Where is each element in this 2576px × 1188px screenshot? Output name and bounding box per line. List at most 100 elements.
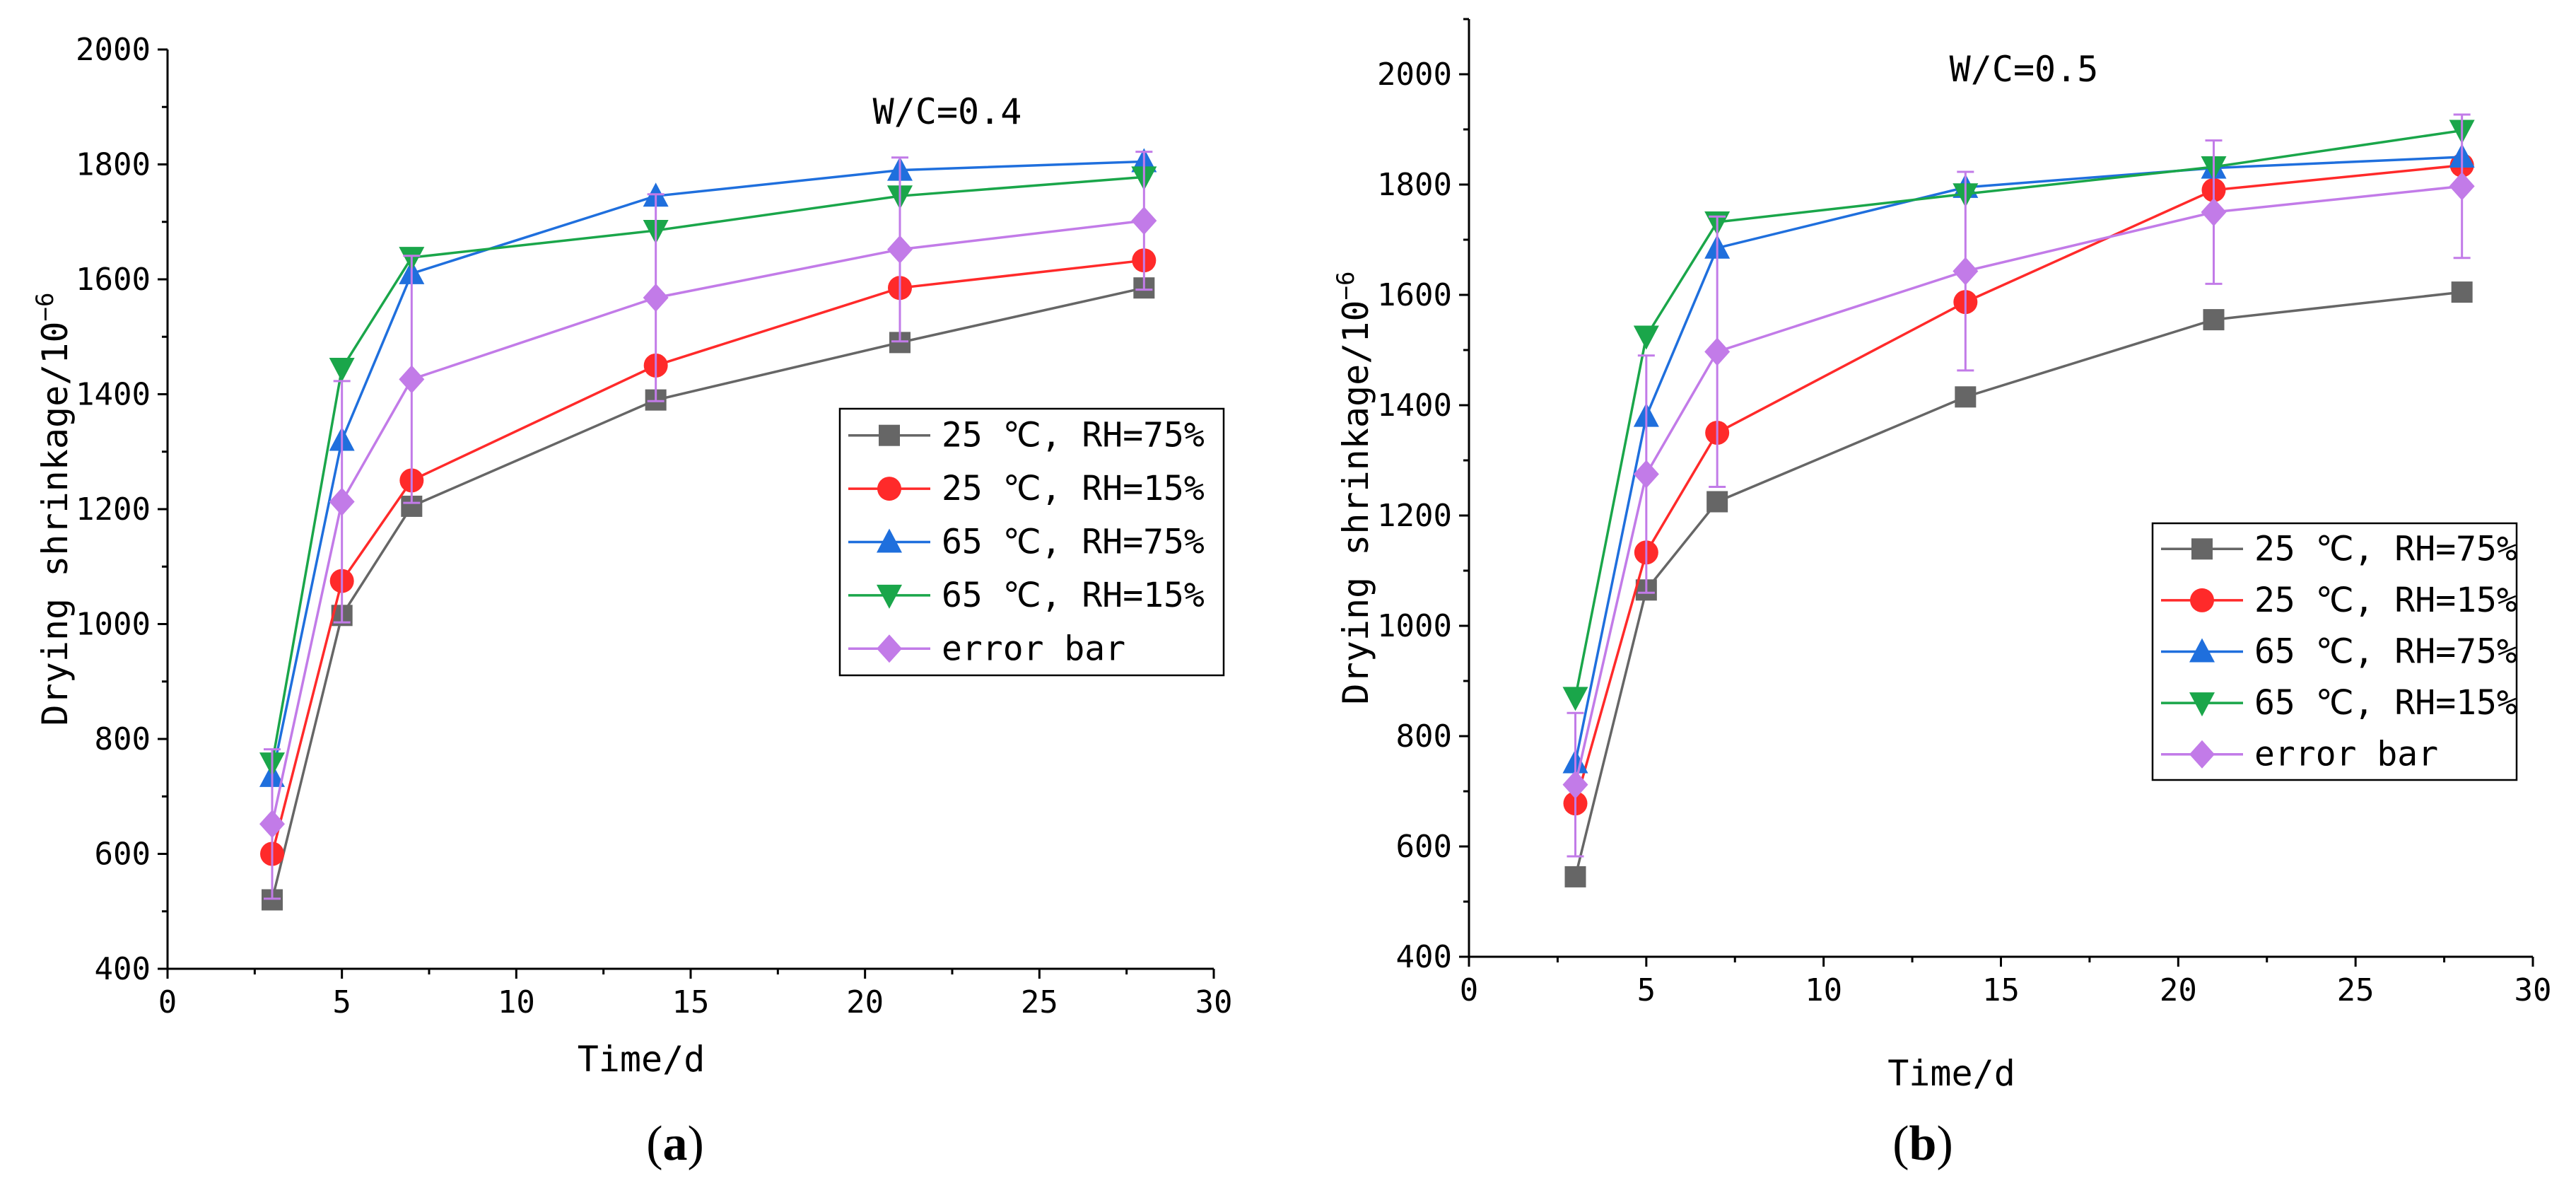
data-point	[1955, 386, 1977, 408]
data-point	[1562, 770, 1588, 799]
legend-label: error bar	[2254, 735, 2438, 774]
data-point	[329, 487, 355, 516]
data-point	[2203, 309, 2225, 331]
wc-ratio-annotation: W/C=0.5	[1950, 49, 2099, 90]
legend-label: 65 ℃, RH=15%	[2254, 683, 2517, 723]
series-line	[271, 259, 1144, 854]
data-point	[1633, 325, 1659, 350]
data-point	[1564, 866, 1586, 887]
x-tick-label: 10	[1805, 972, 1842, 1008]
x-tick-label: 25	[1021, 984, 1058, 1020]
legend-swatch-marker	[2190, 588, 2214, 612]
y-tick-label: 1000	[1377, 608, 1452, 644]
x-tick-label: 0	[158, 984, 177, 1020]
series-line	[1574, 163, 2462, 804]
data-point	[1562, 687, 1588, 711]
y-tick-label: 1400	[1377, 388, 1452, 424]
panel-label: (a)	[646, 1117, 704, 1171]
data-point	[259, 810, 285, 839]
data-point	[1131, 206, 1157, 235]
wc-ratio-annotation: W/C=0.4	[873, 91, 1022, 132]
legend-swatch-marker	[2191, 538, 2213, 560]
chart-panel-a: 0 5 10 15 20 25 30 400 600 800 1000 1200 1400 1600 180…	[31, 32, 1232, 1171]
legend-swatch-marker	[877, 634, 902, 663]
data-point	[887, 235, 913, 264]
panel-label: (b)	[1892, 1117, 1953, 1171]
x-tick-label: 20	[846, 984, 884, 1020]
legend-swatch-marker	[879, 424, 900, 446]
series-line	[271, 219, 1144, 825]
legend-label: 25 ℃, RH=15%	[942, 469, 1205, 508]
x-tick-label: 10	[498, 984, 535, 1020]
data-point	[2201, 198, 2227, 226]
data-point	[329, 357, 355, 382]
data-point	[1633, 460, 1659, 489]
legend-label: error bar	[942, 629, 1125, 668]
data-point	[643, 284, 669, 312]
series-line	[1574, 291, 2462, 878]
data-point	[2449, 172, 2475, 201]
legend-swatch-marker	[877, 584, 902, 609]
data-point	[1953, 257, 1979, 286]
y-tick-label: 1200	[1377, 498, 1452, 534]
y-tick-label: 400	[1396, 939, 1452, 975]
x-tick-label: 15	[1982, 972, 2020, 1008]
y-tick-label: 1800	[1377, 167, 1452, 203]
x-axis-title: Time/d	[1887, 1053, 2015, 1094]
x-axis-title: Time/d	[578, 1039, 706, 1080]
y-tick-label: 1600	[76, 262, 151, 298]
series-line	[271, 160, 1144, 777]
series-line	[1574, 129, 2462, 698]
y-axis-title: Drying shrinkage/10−6	[31, 293, 76, 726]
series-4	[259, 151, 1157, 900]
y-axis-title-text: Drying shrinkage/10	[35, 322, 76, 726]
y-tick-label: 2000	[1377, 57, 1452, 93]
y-tick-label: 1800	[76, 147, 151, 183]
data-point	[1706, 491, 1728, 513]
x-tick-label: 15	[672, 984, 710, 1020]
series-line	[271, 286, 1144, 900]
y-tick-label: 400	[95, 951, 151, 987]
legend-swatch-marker	[877, 477, 901, 501]
data-point	[399, 365, 425, 394]
legend-swatch-marker	[2189, 638, 2215, 663]
y-tick-label: 800	[1396, 718, 1452, 755]
legend-label: 65 ℃, RH=75%	[2254, 632, 2517, 672]
legend-swatch-marker	[877, 528, 902, 553]
legend: 25 ℃, RH=75% 25 ℃, RH=15% 65 ℃, RH=75% 65 ℃…	[2151, 522, 2518, 781]
y-tick-label: 600	[95, 837, 151, 873]
legend-label: 65 ℃, RH=15%	[942, 576, 1205, 615]
y-axis-title-text: Drying shrinkage/10	[1335, 301, 1376, 705]
x-tick-label: 0	[1460, 972, 1479, 1008]
y-axis-title: Drying shrinkage/10−6	[1332, 272, 1376, 705]
x-tick-label: 25	[2337, 972, 2375, 1008]
legend-label: 25 ℃, RH=15%	[2254, 581, 2517, 620]
y-tick-label: 1200	[76, 491, 151, 528]
y-tick-label: 800	[95, 721, 151, 757]
y-axis-title-superscript: −6	[1332, 272, 1360, 301]
x-tick-label: 30	[2514, 972, 2552, 1008]
y-tick-label: 2000	[76, 32, 151, 68]
series-line	[271, 175, 1144, 764]
series-4	[1562, 113, 2475, 858]
legend-swatch-marker	[2189, 740, 2215, 769]
y-tick-label: 1400	[76, 377, 151, 413]
legend-label: 25 ℃, RH=75%	[2254, 529, 2517, 569]
x-tick-label: 5	[332, 984, 351, 1020]
y-tick-label: 1600	[1377, 277, 1452, 313]
y-tick-label: 1000	[76, 607, 151, 643]
x-tick-label: 5	[1637, 972, 1656, 1008]
series-line	[1574, 185, 2462, 786]
legend-label: 65 ℃, RH=75%	[942, 523, 1205, 562]
legend: 25 ℃, RH=75% 25 ℃, RH=15% 65 ℃, RH=75% 65 ℃…	[838, 407, 1225, 677]
legend-label: 25 ℃, RH=75%	[942, 416, 1205, 455]
data-point	[2451, 281, 2473, 303]
x-tick-label: 30	[1195, 984, 1233, 1020]
legend-swatch-marker	[2189, 692, 2215, 717]
y-axis-title-superscript: −6	[31, 293, 59, 322]
series-0	[1564, 281, 2473, 887]
chart-panel-b: 0 5 10 15 20 25 30 400 600 800 1000 1200 1400 1600 180…	[1332, 18, 2552, 1171]
data-point	[1704, 337, 1731, 366]
x-tick-label: 20	[2160, 972, 2197, 1008]
